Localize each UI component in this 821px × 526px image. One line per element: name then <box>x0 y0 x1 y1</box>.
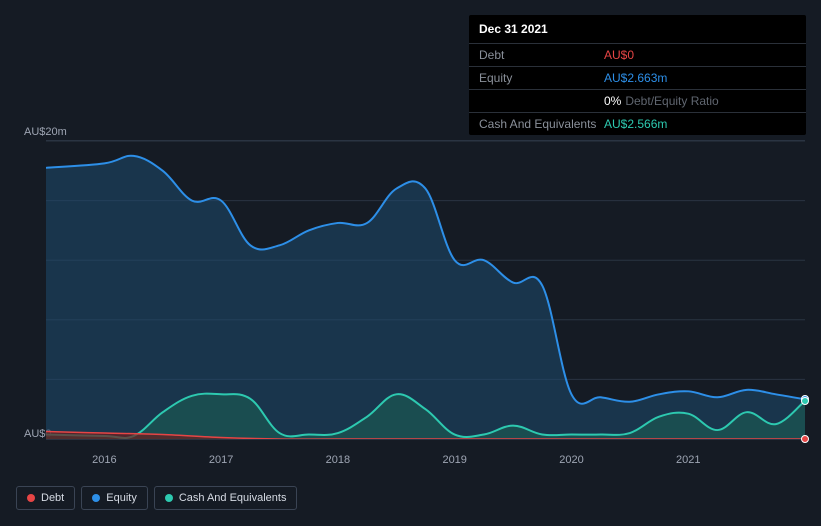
legend-item-debt[interactable]: Debt <box>16 486 75 510</box>
legend-label: Equity <box>106 492 137 504</box>
tooltip-row-label: Equity <box>479 71 604 85</box>
x-axis-tick: 2017 <box>209 448 233 466</box>
x-axis-tick: 2016 <box>92 448 116 466</box>
legend-dot <box>165 494 173 502</box>
x-axis-tick: 2019 <box>442 448 466 466</box>
legend-item-cash-and-equivalents[interactable]: Cash And Equivalents <box>154 486 298 510</box>
legend-item-equity[interactable]: Equity <box>81 486 148 510</box>
tooltip-row: EquityAU$2.663m <box>469 66 806 89</box>
legend-label: Cash And Equivalents <box>179 492 287 504</box>
tooltip-row-suffix: Debt/Equity Ratio <box>625 94 718 108</box>
financial-history-chart: AU$20m AU$0 201620172018201920202021 Deb… <box>16 120 805 510</box>
x-axis-tick: 2018 <box>326 448 350 466</box>
tooltip-row-label: Cash And Equivalents <box>479 117 604 131</box>
x-axis: 2016 2017 2018 2019 2020 2021 <box>46 448 805 472</box>
y-axis-max-label: AU$20m <box>24 126 67 138</box>
tooltip-row-label <box>479 94 604 108</box>
x-axis-tick: 2021 <box>676 448 700 466</box>
tooltip-row-value: AU$0 <box>604 48 796 62</box>
chart-tooltip: Dec 31 2021 DebtAU$0EquityAU$2.663m0%Deb… <box>469 15 806 135</box>
series-end-marker <box>801 397 809 405</box>
tooltip-row: 0%Debt/Equity Ratio <box>469 89 806 112</box>
tooltip-row-value: AU$2.566m <box>604 117 796 131</box>
x-axis-tick: 2020 <box>559 448 583 466</box>
tooltip-row-value: 0%Debt/Equity Ratio <box>604 94 796 108</box>
tooltip-row-value: AU$2.663m <box>604 71 796 85</box>
series-end-marker <box>801 435 809 443</box>
legend-dot <box>27 494 35 502</box>
plot-area[interactable] <box>46 140 805 440</box>
legend-dot <box>92 494 100 502</box>
tooltip-row-label: Debt <box>479 48 604 62</box>
tooltip-row: DebtAU$0 <box>469 43 806 66</box>
legend-label: Debt <box>41 492 64 504</box>
tooltip-date: Dec 31 2021 <box>469 15 806 43</box>
tooltip-row: Cash And EquivalentsAU$2.566m <box>469 112 806 135</box>
chart-legend: Debt Equity Cash And Equivalents <box>16 486 297 510</box>
